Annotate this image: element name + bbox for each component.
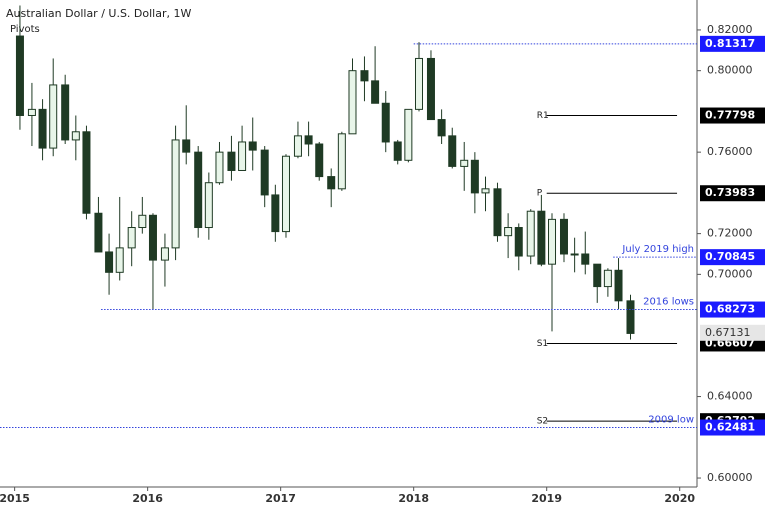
price-label: 0.77798 [705, 109, 755, 122]
candle-body [381, 102, 390, 143]
candle-body [260, 149, 269, 196]
candle-body [614, 269, 623, 302]
candle-body [559, 218, 568, 255]
y-tick-label: 0.64000 [707, 390, 753, 403]
y-tick-label: 0.76000 [707, 145, 753, 158]
y-tick-label: 0.80000 [707, 64, 753, 77]
price-label: 0.68273 [705, 303, 755, 316]
x-tick-label: 2016 [132, 492, 163, 505]
candle-body [348, 70, 357, 135]
candle-body [204, 182, 213, 229]
candle-body [182, 139, 191, 153]
pivot-label: P [537, 189, 543, 199]
pivot-label: S1 [537, 339, 548, 349]
candle-body [248, 141, 257, 151]
candle-body [327, 176, 336, 190]
price-box [700, 107, 765, 124]
x-tick-label: 2018 [398, 492, 429, 505]
level-label: July 2019 high [621, 244, 694, 255]
price-box [700, 35, 765, 52]
last-price-box [700, 324, 765, 341]
candle-body [593, 263, 602, 288]
candle-body [493, 188, 502, 237]
candle-body [448, 135, 457, 167]
price-box [700, 419, 765, 436]
candle-body [337, 133, 346, 190]
price-box [700, 185, 765, 202]
chart-subtitle: Pivots [10, 24, 40, 35]
candle-body [127, 227, 136, 249]
y-tick-label: 0.72000 [707, 227, 753, 240]
candle-body [581, 253, 590, 265]
price-box [700, 301, 765, 318]
candle-body [171, 139, 180, 249]
y-tick-label: 0.70000 [707, 267, 753, 280]
price-label: 0.70845 [705, 250, 755, 263]
pivot-label: S2 [537, 417, 548, 427]
y-tick-label: 0.60000 [707, 471, 753, 484]
candle-body [470, 159, 479, 194]
level-label: 2016 lows [643, 297, 694, 308]
candle-body [293, 135, 302, 157]
price-label: 0.73983 [705, 186, 755, 199]
candle-body [271, 194, 280, 233]
candle-body [49, 84, 58, 149]
candle-body [504, 227, 513, 237]
candle-body [27, 108, 36, 116]
candle-body [15, 35, 24, 116]
candle-body [537, 210, 546, 265]
candle-body [238, 141, 247, 171]
chart-title: Australian Dollar / U.S. Dollar, 1W [6, 7, 191, 20]
candle-body [514, 227, 523, 257]
candle-body [215, 151, 224, 184]
x-tick-label: 2019 [531, 492, 562, 505]
candle-body [138, 214, 147, 229]
candle-body [526, 210, 535, 257]
x-tick-label: 2015 [0, 492, 30, 505]
candle-body [570, 253, 579, 256]
candle-body [160, 247, 169, 261]
candle-body [626, 300, 635, 334]
pivot-label: R1 [537, 111, 549, 121]
x-tick-label: 2020 [664, 492, 695, 505]
price-box [700, 249, 765, 266]
candle-body [115, 247, 124, 273]
level-label: 2009 low [648, 415, 694, 426]
candle-body [148, 214, 157, 261]
candle-body [94, 212, 103, 253]
y-tick-label: 0.82000 [707, 23, 753, 36]
candle-body [360, 70, 369, 82]
candle-body [404, 108, 413, 161]
price-label: 0.81317 [705, 37, 755, 50]
candle-body [304, 135, 313, 145]
candle-body [437, 119, 446, 137]
candle-body [481, 188, 490, 194]
price-label: 0.62481 [705, 421, 755, 434]
candle-body [426, 57, 435, 121]
candle-body [227, 151, 236, 171]
last-price-label: 0.67131 [705, 326, 751, 339]
candle-body [281, 155, 290, 233]
candle-body [548, 218, 557, 265]
candle-body [315, 143, 324, 178]
candle-body [105, 251, 114, 273]
candle-body [371, 80, 380, 104]
candle-body [603, 269, 612, 288]
candle-body [414, 57, 423, 110]
candle-body [393, 141, 402, 161]
candle-body [61, 84, 70, 141]
candle-body [71, 131, 80, 141]
candle-body [194, 151, 203, 229]
candle-body [82, 131, 91, 214]
candle-body [460, 159, 469, 167]
x-tick-label: 2017 [265, 492, 296, 505]
candle-body [38, 108, 47, 149]
